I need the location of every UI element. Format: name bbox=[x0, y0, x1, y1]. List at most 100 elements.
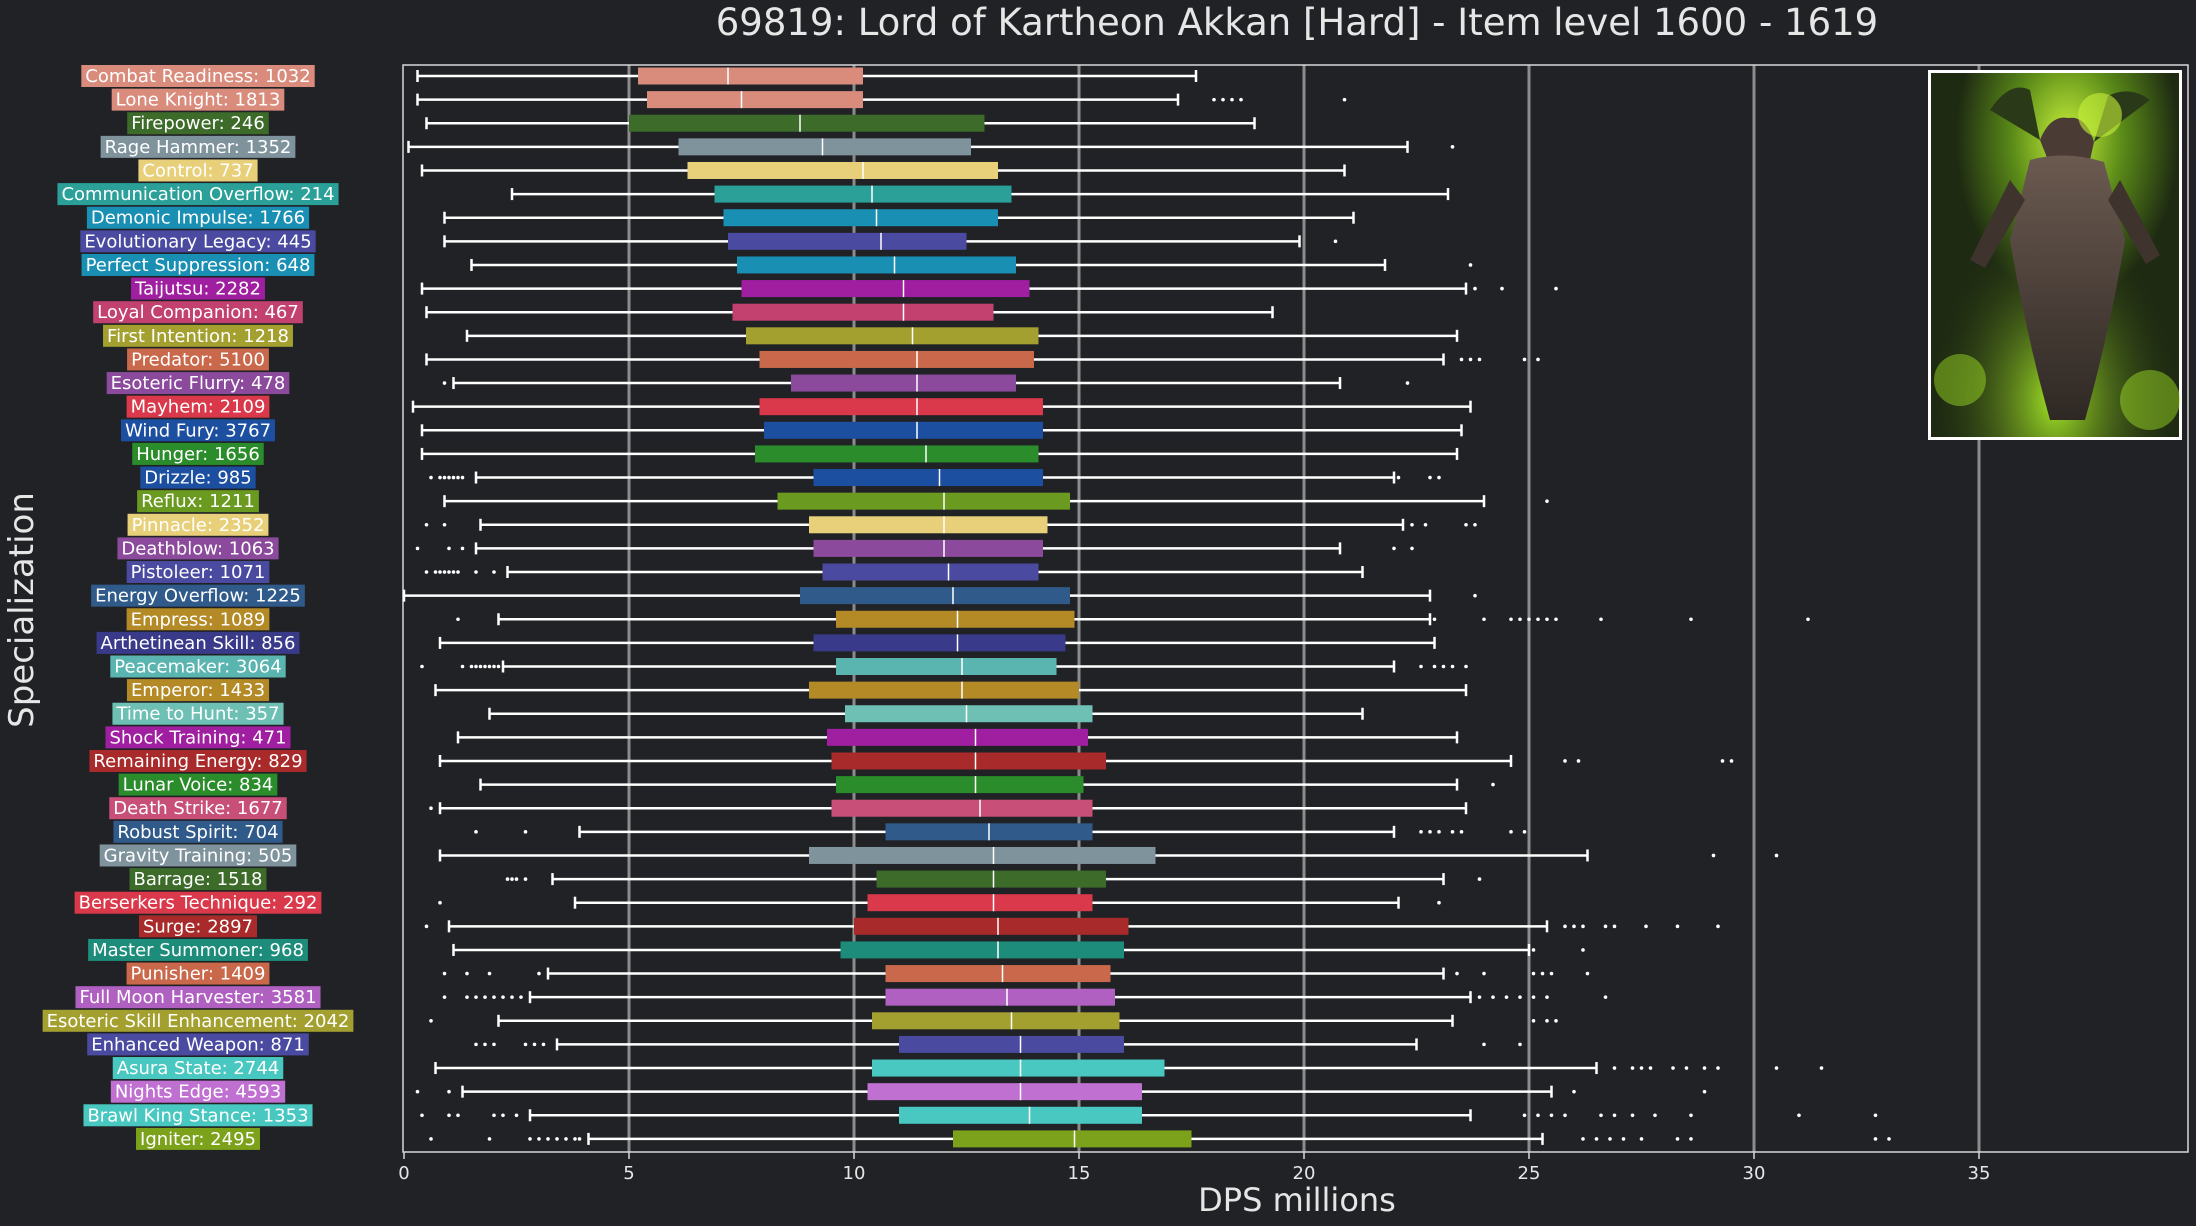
outlier-point bbox=[1342, 97, 1347, 102]
outlier-point bbox=[1441, 664, 1446, 669]
outlier-point bbox=[1572, 1089, 1576, 1094]
outlier-point bbox=[1540, 971, 1545, 976]
x-tick-label: 25 bbox=[1518, 1163, 1541, 1184]
outlier-point bbox=[501, 995, 505, 999]
outlier-point bbox=[1396, 475, 1401, 480]
outlier-point bbox=[1509, 830, 1513, 834]
outlier-point bbox=[424, 570, 429, 574]
iqr-box bbox=[741, 280, 1030, 298]
outlier-point bbox=[1603, 995, 1608, 999]
outlier-point bbox=[1509, 617, 1513, 622]
outlier-point bbox=[1581, 924, 1585, 929]
category-label: Loyal Companion: 467 bbox=[97, 302, 299, 323]
iqr-box bbox=[876, 870, 1106, 888]
outlier-point bbox=[492, 664, 496, 669]
outlier-point bbox=[415, 546, 420, 551]
outlier-point bbox=[442, 971, 447, 976]
category-label: Remaining Energy: 829 bbox=[93, 751, 302, 772]
outlier-point bbox=[514, 1113, 519, 1118]
box-19 bbox=[443, 492, 1549, 510]
outlier-point bbox=[1527, 617, 1531, 622]
outlier-point bbox=[1702, 1089, 1707, 1094]
outlier-point bbox=[1536, 1113, 1540, 1118]
category-label-bg bbox=[117, 537, 279, 560]
category-label-bg bbox=[118, 773, 278, 796]
category-label-bg bbox=[113, 820, 283, 843]
category-label-bg bbox=[136, 1127, 260, 1150]
outlier-point bbox=[1675, 924, 1680, 929]
outlier-point bbox=[1482, 1042, 1486, 1047]
box-26 bbox=[420, 658, 1468, 675]
outlier-point bbox=[1774, 1066, 1779, 1070]
box-42 bbox=[474, 1035, 1522, 1053]
category-label: Hunger: 1656 bbox=[136, 444, 260, 465]
category-label-bg bbox=[86, 206, 310, 229]
outlier-point bbox=[1774, 853, 1779, 858]
outlier-point bbox=[1477, 995, 1482, 999]
category-label-bg bbox=[105, 726, 291, 749]
outlier-point bbox=[460, 475, 465, 480]
outlier-point bbox=[514, 877, 519, 881]
outlier-point bbox=[456, 1113, 460, 1118]
outlier-point bbox=[555, 1137, 559, 1141]
category-label-bg bbox=[81, 65, 315, 87]
category-label: Taijutsu: 2282 bbox=[134, 279, 261, 300]
outlier-point bbox=[460, 664, 465, 669]
category-label-bg bbox=[111, 88, 285, 111]
box-27 bbox=[434, 681, 1468, 699]
outlier-point bbox=[537, 1137, 541, 1141]
outlier-point bbox=[1522, 830, 1527, 834]
iqr-box bbox=[809, 681, 1079, 699]
outlier-point bbox=[1450, 145, 1455, 149]
box-8 bbox=[443, 232, 1338, 250]
outlier-point bbox=[1464, 664, 1468, 669]
outlier-point bbox=[1887, 1137, 1891, 1141]
category-label-bg bbox=[126, 395, 270, 418]
outlier-point bbox=[1221, 97, 1225, 102]
box-28 bbox=[488, 705, 1364, 723]
y-axis-label: Specialization bbox=[2, 492, 42, 728]
outlier-point bbox=[1437, 830, 1441, 834]
outlier-point bbox=[1545, 1019, 1549, 1023]
iqr-box bbox=[791, 374, 1016, 392]
outlier-point bbox=[1684, 1066, 1689, 1070]
outlier-point bbox=[523, 1042, 528, 1047]
iqr-box bbox=[809, 516, 1048, 534]
category-label: Gravity Training: 505 bbox=[104, 845, 293, 866]
iqr-box bbox=[899, 1106, 1142, 1124]
outlier-point bbox=[429, 1137, 433, 1141]
outlier-point bbox=[1612, 924, 1617, 929]
iqr-box bbox=[759, 350, 1034, 368]
outlier-point bbox=[442, 381, 447, 385]
x-tick-label: 0 bbox=[398, 1163, 409, 1184]
outlier-point bbox=[1473, 286, 1477, 291]
outlier-point bbox=[1531, 995, 1536, 999]
iqr-box bbox=[764, 421, 1043, 439]
outlier-point bbox=[1554, 1019, 1558, 1023]
outlier-point bbox=[424, 924, 429, 929]
category-label: Surge: 2897 bbox=[143, 916, 253, 937]
outlier-point bbox=[510, 877, 514, 881]
iqr-box bbox=[813, 634, 1066, 652]
box-35 bbox=[505, 870, 1482, 888]
box-22 bbox=[424, 563, 1364, 581]
outlier-point bbox=[1432, 617, 1437, 622]
outlier-point bbox=[537, 971, 541, 976]
outlier-point bbox=[1644, 924, 1648, 929]
iqr-box bbox=[746, 327, 1039, 345]
iqr-box bbox=[872, 1059, 1165, 1077]
category-label-bg bbox=[131, 277, 265, 300]
category-label-bg bbox=[127, 112, 269, 135]
outlier-point bbox=[501, 1113, 505, 1118]
outlier-point bbox=[1689, 617, 1693, 622]
iqr-box bbox=[732, 303, 994, 321]
category-label: Brawl King Stance: 1353 bbox=[87, 1105, 308, 1126]
box-17 bbox=[420, 445, 1459, 463]
outlier-point bbox=[456, 570, 460, 574]
outlier-point bbox=[1428, 475, 1432, 480]
outlier-point bbox=[1545, 617, 1549, 622]
category-label-bg bbox=[109, 797, 287, 820]
outlier-point bbox=[460, 546, 465, 551]
outlier-point bbox=[465, 995, 469, 999]
